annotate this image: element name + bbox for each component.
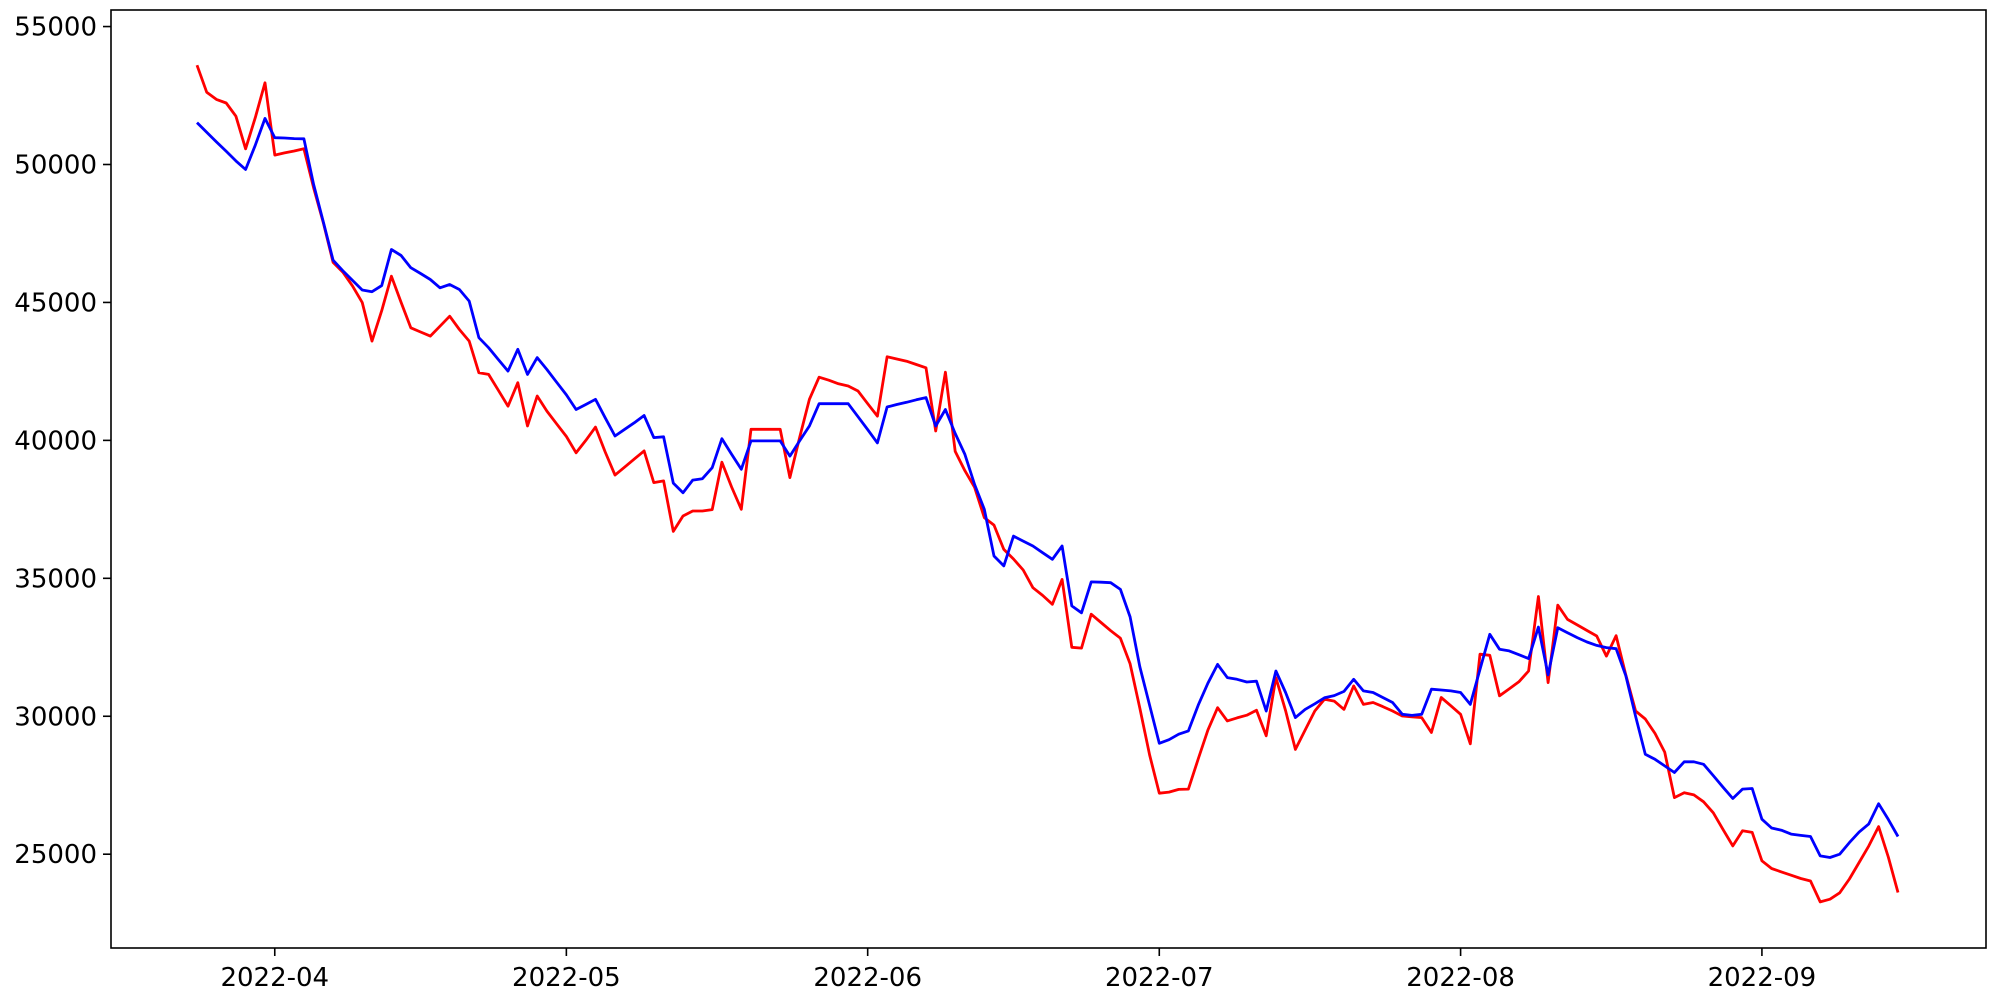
y-tick-label: 30000 <box>14 702 97 732</box>
x-tick-label: 2022-08 <box>1406 963 1515 993</box>
x-tick-label: 2022-04 <box>220 963 329 993</box>
x-tick-label: 2022-09 <box>1708 963 1817 993</box>
x-axis: 2022-04 2022-05 2022-06 2022-07 2022-08 2022-… <box>220 948 1816 993</box>
y-tick-label: 45000 <box>14 288 97 318</box>
y-tick-label: 40000 <box>14 426 97 456</box>
y-tick-label: 35000 <box>14 564 97 594</box>
axes-frame <box>110 9 1987 949</box>
x-tick-label: 2022-05 <box>512 963 621 993</box>
blue-line <box>196 117 1900 859</box>
plot-box <box>110 9 1987 949</box>
y-tick-label: 55000 <box>14 13 97 43</box>
y-tick-label: 25000 <box>14 840 97 870</box>
x-tick-label: 2022-06 <box>813 963 922 993</box>
y-tick-label: 50000 <box>14 150 97 180</box>
x-tick-label: 2022-07 <box>1105 963 1214 993</box>
series-group <box>195 64 1900 904</box>
red-line <box>195 64 1900 904</box>
y-axis: 25000 30000 35000 40000 45000 50000 55000 <box>14 13 111 870</box>
